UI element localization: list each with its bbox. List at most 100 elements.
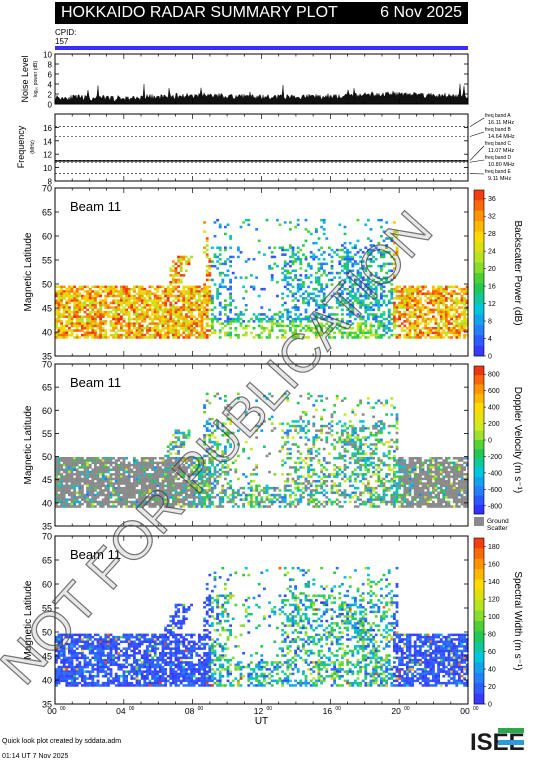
scatter-cell [88,486,92,490]
scatter-cell [185,336,188,339]
scatter-cell [330,434,334,437]
scatter-cell [203,440,206,444]
scatter-cell [333,251,336,254]
scatter-cell [330,313,334,316]
scatter-cell [73,313,76,316]
scatter-cell [83,470,87,474]
scatter-cell [400,299,404,302]
scatter-cell [127,310,131,314]
scatter-cell [341,297,344,300]
scatter-cell [213,473,217,476]
scatter-cell [354,436,357,439]
scatter-cell [159,285,162,289]
scatter-cell [208,422,212,425]
scatter-cell [351,408,355,412]
scatter-cell [369,329,373,332]
scatter-cell [413,301,417,305]
scatter-cell [203,484,206,488]
scatter-cell [62,470,66,474]
scatter-cell [289,260,292,263]
scatter-cell [112,500,115,504]
scatter-cell [307,429,310,432]
scatter-cell [229,500,232,504]
scatter-cell [224,320,227,323]
scatter-cell [374,274,378,277]
scatter-cell [174,482,178,485]
scatter-cell [187,436,191,439]
scatter-cell [346,267,349,270]
scatter-cell [351,331,355,335]
scatter-cell [70,498,74,501]
scatter-cell [450,285,453,289]
scatter-cell [70,317,74,321]
scatter-cell [317,484,321,488]
scatter-cell [148,292,152,295]
scatter-cell [88,331,92,335]
scatter-cell [257,503,261,506]
scatter-cell [322,292,326,295]
scatter-cell [302,427,305,430]
scatter-cell [125,498,128,501]
scatter-cell [143,304,147,307]
freq-band-label: freq band D [485,155,512,161]
scatter-cell [294,260,297,263]
scatter-cell [78,457,82,460]
scatter-cell [302,299,305,302]
scatter-cell [164,299,167,302]
scatter-cell [335,466,339,469]
scatter-cell [200,477,204,481]
scatter-cell [200,327,204,330]
scatter-cell [190,304,193,307]
scatter-cell [460,329,464,332]
scatter-cell [437,327,440,330]
scatter-cell [174,333,178,337]
scatter-cell [200,320,204,323]
scatter-cell [434,297,438,300]
scatter-cell [114,324,118,328]
scatter-cell [172,500,175,504]
scatter-cell [393,258,396,261]
scatter-cell [343,447,347,451]
scatter-cell [263,327,266,330]
scatter-cell [281,394,284,398]
scatter-cell [114,505,118,508]
scatter-cell [57,477,61,481]
scatter-cell [265,498,269,501]
scatter-cell [330,306,334,309]
scatter-cell [229,484,232,488]
scatter-cell [346,301,349,305]
scatter-cell [250,317,253,321]
scatter-cell [125,290,128,293]
scatter-cell [263,329,266,332]
scatter-cell [328,473,331,476]
scatter-cell [450,331,453,335]
scatter-cell [387,336,391,339]
scatter-cell [60,322,63,325]
scatter-cell [411,285,414,289]
scatter-cell [367,218,370,222]
scatter-cell [104,500,108,504]
scatter-cell [450,308,453,312]
scatter-cell [281,336,284,339]
scatter-cell [361,315,365,318]
scatter-cell [406,317,409,321]
scatter-cell [299,498,303,501]
scatter-cell [112,484,115,488]
scatter-cell [177,290,180,293]
scatter-cell [68,475,71,478]
scatter-cell [421,333,425,337]
scatter-cell [237,392,240,396]
scatter-cell [354,333,357,337]
scatter-cell [86,493,89,497]
scatter-cell [356,505,360,508]
scatter-cell [75,299,79,302]
scatter-cell [195,459,199,462]
scatter-cell [86,463,89,467]
scatter-cell [382,327,386,330]
scatter-cell [94,304,97,307]
scatter-cell [304,489,308,492]
scatter-cell [187,301,191,305]
scatter-cell [88,482,92,485]
scatter-cell [117,463,121,467]
scatter-cell [315,313,318,316]
